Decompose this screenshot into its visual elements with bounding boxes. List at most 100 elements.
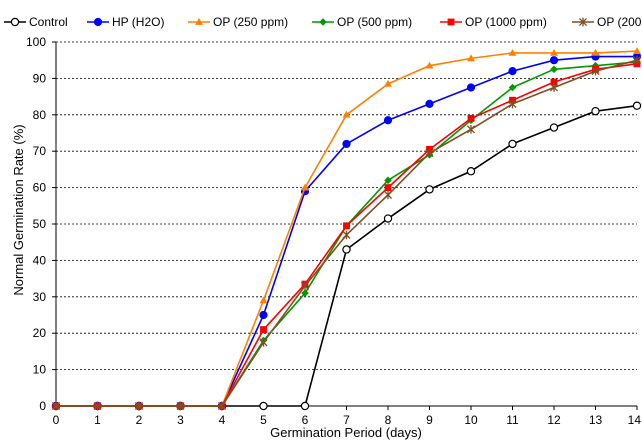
y-tick-label: 80 [33,108,47,122]
data-point-square [384,184,392,192]
x-tick-label: 5 [260,413,267,427]
x-tick-label: 9 [426,413,433,427]
x-tick-label: 0 [53,413,60,427]
legend-label: Control [29,15,68,29]
x-axis-title: Germination Period (days) [270,425,422,440]
data-point-open-circle [300,401,310,411]
x-tick-label: 2 [136,413,143,427]
y-tick-label: 20 [33,326,47,340]
data-point-star [300,281,310,291]
x-tick-label: 6 [302,413,309,427]
legend-item: Control [4,15,68,29]
data-point-triangle [195,18,203,25]
legend-label: OP (1000 ppm) [465,15,547,29]
data-point-star [342,230,351,240]
x-tick-label: 11 [506,413,519,427]
x-tick-label: 10 [464,413,478,427]
data-point-circle [466,83,476,92]
data-point-star [51,401,61,411]
x-tick-label: 14 [628,413,642,427]
y-tick-label: 30 [33,290,47,304]
series-control [51,101,642,411]
data-point-star [466,125,476,134]
data-point-star [93,401,102,411]
grid-lines [56,41,637,371]
data-series [51,47,642,411]
data-point-diamond [508,83,517,92]
data-point-open-circle [549,123,559,132]
data-point-star [578,17,588,27]
data-point-diamond [384,176,392,185]
data-point-triangle [467,54,475,62]
data-point-circle [259,310,268,320]
data-point-open-circle [259,401,268,411]
legend-label: OP (500 ppm) [337,15,412,29]
y-tick-label: 60 [33,181,47,195]
data-point-circle [549,56,559,65]
x-tick-label: 7 [343,413,350,427]
data-point-star [632,55,642,65]
data-point-star [591,66,600,76]
data-point-triangle [425,61,434,69]
data-point-triangle [301,183,309,191]
data-point-star [259,337,268,347]
data-point-open-circle [632,101,642,110]
y-tick-label: 10 [33,363,47,377]
data-point-triangle [259,296,268,304]
data-point-open-circle [466,167,476,176]
data-point-square [447,18,455,26]
legend-item: OP (2000 ppm) [572,15,642,29]
series-line [56,104,638,407]
data-point-open-circle [591,106,600,116]
y-tick-label: 0 [39,399,46,413]
legend-label: OP (250 ppm) [213,15,288,29]
data-point-circle [425,99,434,108]
data-point-circle [342,139,351,149]
y-tick-label: 70 [33,144,47,158]
data-point-diamond [319,18,327,26]
data-point-star [217,401,227,411]
data-point-square [260,326,267,333]
data-point-circle [508,67,517,76]
x-tick-label: 13 [589,413,603,427]
data-point-open-circle [342,245,351,254]
legend-item: HP (H2O) [87,15,164,29]
data-point-circle [383,116,393,125]
legend-item: OP (1000 ppm) [440,15,547,29]
x-tick-label: 3 [177,413,184,427]
legend-item: OP (500 ppm) [312,15,412,29]
data-point-open-circle [508,139,517,149]
data-point-star [134,401,144,411]
y-tick-label: 40 [33,253,47,267]
data-point-star [176,401,185,411]
data-point-open-circle [425,185,434,194]
x-tick-label: 4 [219,413,226,427]
legend-item: OP (250 ppm) [188,15,288,29]
x-tick-label: 12 [547,413,561,427]
data-point-open-circle [10,17,20,27]
legend: Control HP (H2O) OP (250 ppm) OP (500 ppm) O… [4,15,642,29]
data-point-diamond [301,289,309,297]
y-axis-title: Normal Germination Rate (%) [11,124,26,295]
data-point-triangle [633,47,641,54]
series-op-2000-ppm [51,55,642,411]
data-point-circle [93,17,103,27]
y-tick-label: 50 [33,217,47,231]
data-point-star [549,83,559,92]
data-point-square [467,115,475,122]
y-tick-label: 90 [33,71,47,85]
data-point-triangle [591,48,600,56]
x-tick-label: 8 [385,413,392,427]
x-tick-label: 1 [94,413,101,427]
data-point-diamond [550,65,558,74]
data-point-triangle [384,79,392,87]
data-point-triangle [508,48,517,56]
y-tick-label: 100 [26,35,46,49]
data-point-triangle [342,110,351,118]
data-point-square [550,78,558,86]
data-point-star [425,148,434,158]
legend-label: OP (2000 ppm) [597,15,642,29]
data-point-open-circle [383,214,393,223]
